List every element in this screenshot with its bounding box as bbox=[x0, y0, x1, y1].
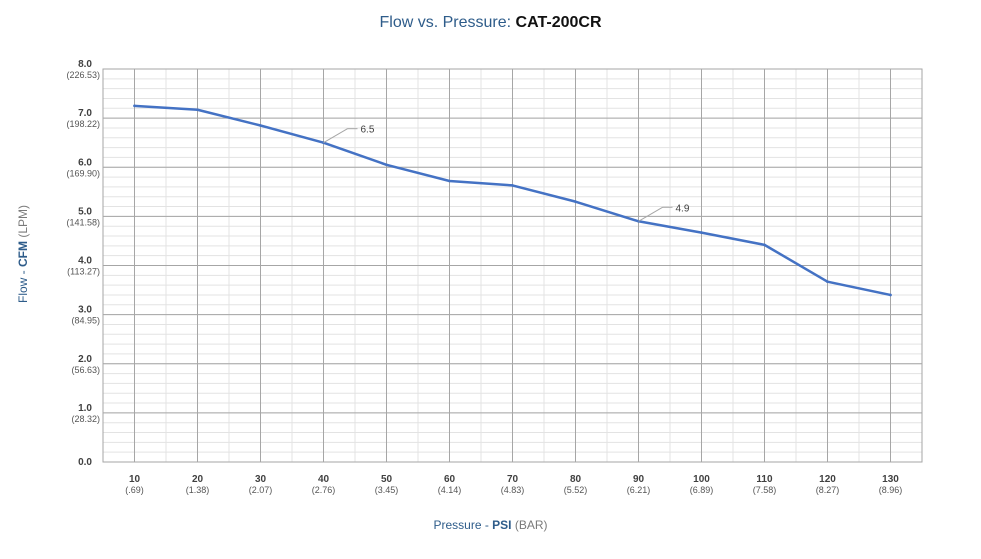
x-tick-label: 20 bbox=[192, 474, 204, 485]
x-tick-label-secondary: (7.58) bbox=[753, 485, 777, 495]
data-point bbox=[574, 200, 577, 203]
chart-title-model: CAT-200CR bbox=[515, 14, 602, 31]
data-label-leader bbox=[638, 206, 663, 222]
x-tick-label-secondary: (8.27) bbox=[816, 485, 840, 495]
x-tick-label: 50 bbox=[381, 474, 393, 485]
x-tick-label: 90 bbox=[633, 474, 645, 485]
x-tick-label-secondary: (1.38) bbox=[186, 485, 210, 495]
y-axis-label-prefix: Flow - bbox=[16, 267, 30, 304]
x-tick-label-secondary: (6.21) bbox=[627, 485, 651, 495]
x-tick-label: 130 bbox=[882, 474, 899, 485]
x-tick-label-secondary: (.69) bbox=[125, 485, 144, 495]
y-tick-label-secondary: (56.63) bbox=[71, 365, 100, 375]
data-point bbox=[826, 280, 829, 284]
data-point bbox=[196, 108, 199, 112]
y-tick-label-secondary: (226.53) bbox=[66, 70, 100, 80]
x-tick-label-secondary: (4.83) bbox=[501, 485, 525, 495]
x-tick-label: 100 bbox=[693, 474, 710, 485]
x-tick-label-secondary: (4.14) bbox=[438, 485, 462, 495]
x-tick-label: 30 bbox=[255, 474, 267, 485]
y-tick-label-secondary: (169.90) bbox=[66, 168, 100, 178]
x-axis-label-prefix: Pressure - bbox=[433, 518, 493, 532]
data-point bbox=[763, 243, 766, 247]
y-tick-label: 3.0 bbox=[78, 305, 92, 316]
y-axis-label-main: CFM bbox=[16, 241, 30, 268]
x-tick-label-secondary: (2.76) bbox=[312, 485, 336, 495]
y-tick-label: 5.0 bbox=[78, 206, 92, 217]
y-axis-label: Flow - CFM (LPM) bbox=[16, 154, 30, 354]
x-tick-label-secondary: (3.45) bbox=[375, 485, 399, 495]
x-tick-label-secondary: (2.07) bbox=[249, 485, 273, 495]
y-tick-label-secondary: (84.95) bbox=[71, 316, 100, 326]
data-label-leader bbox=[323, 128, 348, 144]
data-point bbox=[700, 231, 703, 234]
y-tick-label: 0.0 bbox=[78, 457, 92, 468]
x-tick-label: 40 bbox=[318, 474, 330, 485]
x-axis-label-unit: (BAR) bbox=[514, 518, 548, 532]
data-label: 6.5 bbox=[361, 125, 375, 136]
x-tick-label-secondary: (5.52) bbox=[564, 485, 588, 495]
plot-border bbox=[102, 68, 923, 463]
x-tick-label: 60 bbox=[444, 474, 456, 485]
y-tick-label: 6.0 bbox=[78, 157, 92, 168]
data-point bbox=[889, 293, 892, 297]
y-tick-label: 8.0 bbox=[78, 59, 92, 70]
data-point bbox=[385, 163, 388, 167]
y-tick-label: 1.0 bbox=[78, 403, 92, 414]
data-label: 4.9 bbox=[676, 203, 690, 214]
data-point bbox=[511, 184, 514, 187]
x-tick-label-secondary: (8.96) bbox=[879, 485, 903, 495]
y-tick-label-secondary: (141.58) bbox=[66, 217, 100, 227]
x-tick-label: 80 bbox=[570, 474, 582, 485]
data-point bbox=[133, 104, 136, 108]
y-tick-label-secondary: (113.27) bbox=[67, 267, 100, 277]
y-tick-label-secondary: (28.32) bbox=[71, 414, 100, 424]
x-axis-label: Pressure - PSI (BAR) bbox=[0, 518, 981, 532]
y-tick-label: 7.0 bbox=[78, 108, 92, 119]
x-tick-label-secondary: (6.89) bbox=[690, 485, 714, 495]
y-tick-label-secondary: (198.22) bbox=[66, 119, 100, 129]
y-tick-label: 4.0 bbox=[78, 256, 92, 267]
chart-title-text: Flow vs. Pressure: bbox=[379, 14, 512, 31]
x-tick-label: 70 bbox=[507, 474, 519, 485]
x-tick-label: 120 bbox=[819, 474, 836, 485]
chart-title: Flow vs. Pressure: CAT-200CR bbox=[0, 14, 981, 32]
y-tick-label: 2.0 bbox=[78, 354, 92, 365]
x-axis-label-main: PSI bbox=[492, 518, 512, 532]
x-tick-label: 110 bbox=[756, 474, 773, 485]
data-point bbox=[259, 124, 262, 127]
x-tick-label: 10 bbox=[129, 474, 141, 485]
y-axis-label-unit: (LPM) bbox=[16, 205, 30, 238]
data-point bbox=[448, 179, 451, 183]
